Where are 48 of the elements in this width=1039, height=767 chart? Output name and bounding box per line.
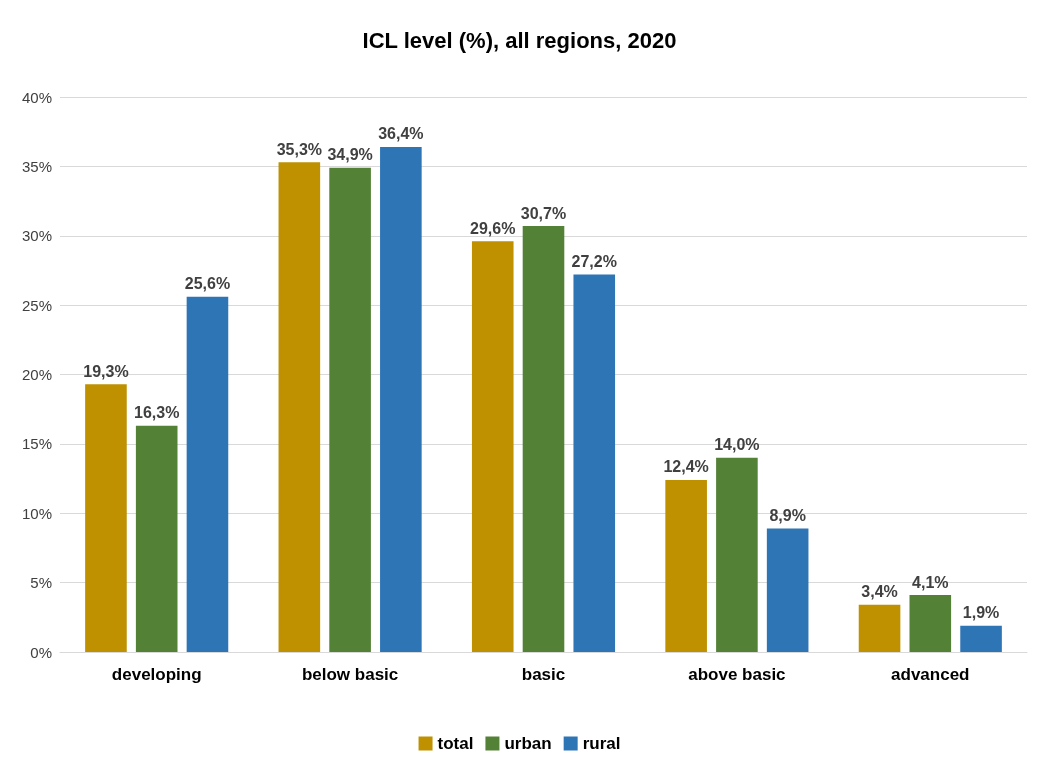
x-tick-label: below basic [301, 665, 399, 684]
y-tick-label: 30% [21, 227, 52, 245]
y-tick-label: 15% [21, 435, 52, 453]
chart-title: ICL level (%), all regions, 2020 [362, 27, 677, 53]
bar [380, 146, 422, 652]
y-tick-label: 0% [30, 643, 52, 661]
x-tick-label: basic [521, 665, 566, 684]
legend-label: rural [582, 734, 621, 753]
data-label: 29,6% [470, 219, 516, 237]
data-label: 12,4% [663, 458, 709, 476]
data-label: 27,2% [571, 253, 617, 271]
bar [960, 625, 1002, 652]
bar [716, 457, 758, 652]
data-label: 34,9% [327, 146, 373, 164]
y-tick-label: 25% [21, 296, 52, 314]
data-label: 36,4% [378, 125, 424, 143]
bar [522, 226, 565, 652]
data-label: 3,4% [861, 583, 898, 601]
data-label: 19,3% [83, 362, 129, 380]
bar [471, 241, 514, 652]
y-tick-label: 35% [21, 157, 52, 175]
bar [186, 296, 229, 652]
bar [278, 162, 321, 652]
data-label: 25,6% [184, 275, 231, 293]
x-tick-label: advanced [891, 665, 970, 684]
data-label: 16,3% [134, 404, 180, 422]
bar [909, 595, 952, 652]
data-label: 14,0% [714, 436, 760, 454]
data-label: 35,3% [276, 140, 323, 158]
y-tick-label: 10% [21, 504, 52, 522]
bar [135, 425, 178, 652]
y-tick-label: 20% [21, 366, 52, 383]
data-label: 8,9% [769, 507, 806, 525]
x-tick-label: developing [111, 665, 202, 684]
legend-label: total [437, 734, 474, 753]
x-tick-label: above basic [688, 665, 786, 684]
bar [573, 274, 616, 652]
data-label: 4,1% [912, 573, 949, 591]
bar [766, 528, 809, 652]
y-tick-label: 5% [30, 574, 52, 592]
legend-label: urban [504, 734, 552, 753]
bar [665, 479, 707, 652]
bar [85, 384, 127, 652]
data-label: 30,7% [520, 204, 567, 222]
data-label: 1,9% [962, 604, 1000, 622]
bar [329, 167, 371, 652]
y-tick-label: 40% [21, 88, 52, 106]
bar [858, 604, 901, 652]
